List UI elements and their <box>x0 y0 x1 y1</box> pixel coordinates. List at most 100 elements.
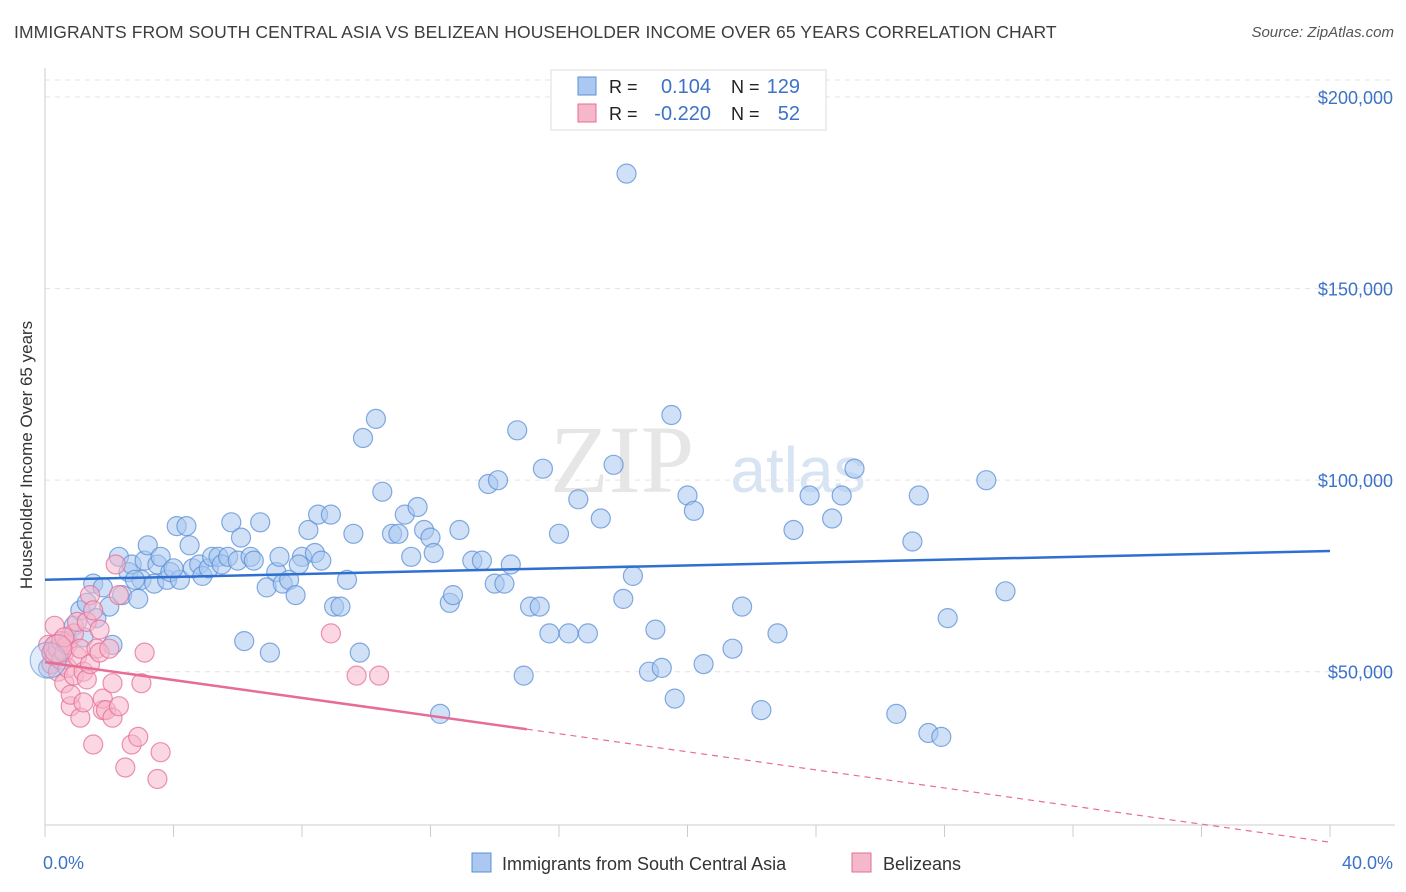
bottom-legend: Immigrants from South Central Asia Beliz… <box>471 852 961 874</box>
blue-point <box>128 588 149 610</box>
pink-point <box>346 665 367 686</box>
pink-point <box>128 726 149 748</box>
blue-point <box>494 573 515 594</box>
pink-trend-extension <box>526 728 1331 843</box>
blue-point <box>349 642 370 663</box>
legend-n-value-blue: 129 <box>767 76 800 98</box>
y-tick-label: $50,000 <box>1328 663 1393 683</box>
blue-point <box>320 504 341 525</box>
blue-point <box>844 458 865 479</box>
blue-point <box>269 546 290 567</box>
blue-trend-line <box>44 549 1331 582</box>
blue-point <box>343 523 364 544</box>
blue-point <box>664 688 685 709</box>
bottom-legend-swatch-pink <box>851 852 872 873</box>
blue-point <box>423 542 444 564</box>
grid-layer <box>45 79 1395 673</box>
pink-point <box>54 627 75 648</box>
blue-point <box>163 558 184 579</box>
blue-point <box>388 523 409 544</box>
blue-point <box>661 404 682 426</box>
pink-point <box>73 692 94 713</box>
y-tick-label: $200,000 <box>1318 88 1393 108</box>
blue-point <box>590 508 611 529</box>
chart-title: IMMIGRANTS FROM SOUTH CENTRAL ASIA VS BE… <box>14 22 1057 42</box>
pink-point <box>43 634 73 664</box>
blue-point <box>645 619 666 640</box>
legend-n-value-pink: 52 <box>778 103 800 125</box>
pink-point <box>108 584 130 606</box>
legend-box <box>550 69 827 131</box>
blue-point <box>622 565 644 587</box>
blue-point <box>487 470 509 491</box>
blue-point <box>401 546 422 567</box>
blue-point <box>616 163 637 184</box>
blue-point <box>799 485 820 506</box>
blue-point <box>407 496 428 518</box>
blue-point <box>603 454 624 475</box>
blue-point <box>137 535 158 556</box>
y-tick-label: $100,000 <box>1318 471 1393 491</box>
top-legend: R = 0.104 N = 129 R = -0.220 N = 52 <box>550 69 827 131</box>
pink-point <box>99 638 120 659</box>
blue-point <box>821 508 843 529</box>
pink-point <box>131 673 152 694</box>
blue-point <box>908 485 929 506</box>
blue-point <box>352 427 374 449</box>
blue-point <box>722 638 743 659</box>
blue-point <box>442 584 464 606</box>
blue-point <box>298 519 319 541</box>
legend-n-label-blue: N = <box>731 77 760 97</box>
chart-source: Source: ZipAtlas.com <box>1251 24 1394 41</box>
blue-point <box>577 623 599 644</box>
blue-point <box>548 523 570 544</box>
blue-point <box>471 550 492 571</box>
blue-point <box>259 642 280 663</box>
pink-point <box>134 642 155 663</box>
blue-point <box>693 653 714 675</box>
blue-point <box>243 550 264 571</box>
pink-point <box>150 742 171 763</box>
blue-point <box>221 512 242 533</box>
blue-point <box>539 623 560 644</box>
blue-point <box>902 531 923 552</box>
blue-point <box>931 726 952 748</box>
blue-point <box>995 581 1016 602</box>
blue-point <box>751 699 772 721</box>
blue-point <box>311 550 332 571</box>
blue-point <box>336 569 358 590</box>
pink-point <box>89 619 110 640</box>
y-tick-label: $150,000 <box>1318 280 1393 300</box>
pink-point <box>102 673 123 694</box>
blue-point <box>176 515 197 537</box>
blue-point <box>767 623 788 644</box>
blue-point <box>568 489 589 510</box>
bottom-legend-swatch-blue <box>471 852 492 873</box>
blue-point <box>372 481 393 502</box>
blue-point <box>613 588 634 610</box>
pink-point <box>369 665 390 686</box>
blue-point <box>288 554 309 575</box>
blue-point <box>430 703 451 725</box>
blue-point <box>529 596 550 617</box>
blue-point <box>651 657 672 679</box>
blue-point <box>449 519 470 541</box>
pink-point <box>320 623 341 644</box>
bottom-legend-label-pink: Belizeans <box>883 854 961 874</box>
legend-n-label-pink: N = <box>731 104 760 124</box>
blue-point <box>831 485 852 506</box>
pink-point <box>147 768 168 790</box>
pink-trend-line <box>44 660 528 731</box>
legend-r-value-blue: 0.104 <box>661 76 711 98</box>
trend-layer <box>44 549 1331 843</box>
bottom-legend-label-blue: Immigrants from South Central Asia <box>502 854 787 874</box>
blue-point <box>886 703 907 725</box>
blue-point <box>234 630 255 652</box>
blue-point <box>330 596 351 617</box>
blue-point <box>500 554 521 575</box>
blue-point <box>513 665 534 686</box>
blue-point <box>731 596 753 617</box>
blue-point <box>150 546 171 567</box>
pink-point <box>83 600 104 621</box>
